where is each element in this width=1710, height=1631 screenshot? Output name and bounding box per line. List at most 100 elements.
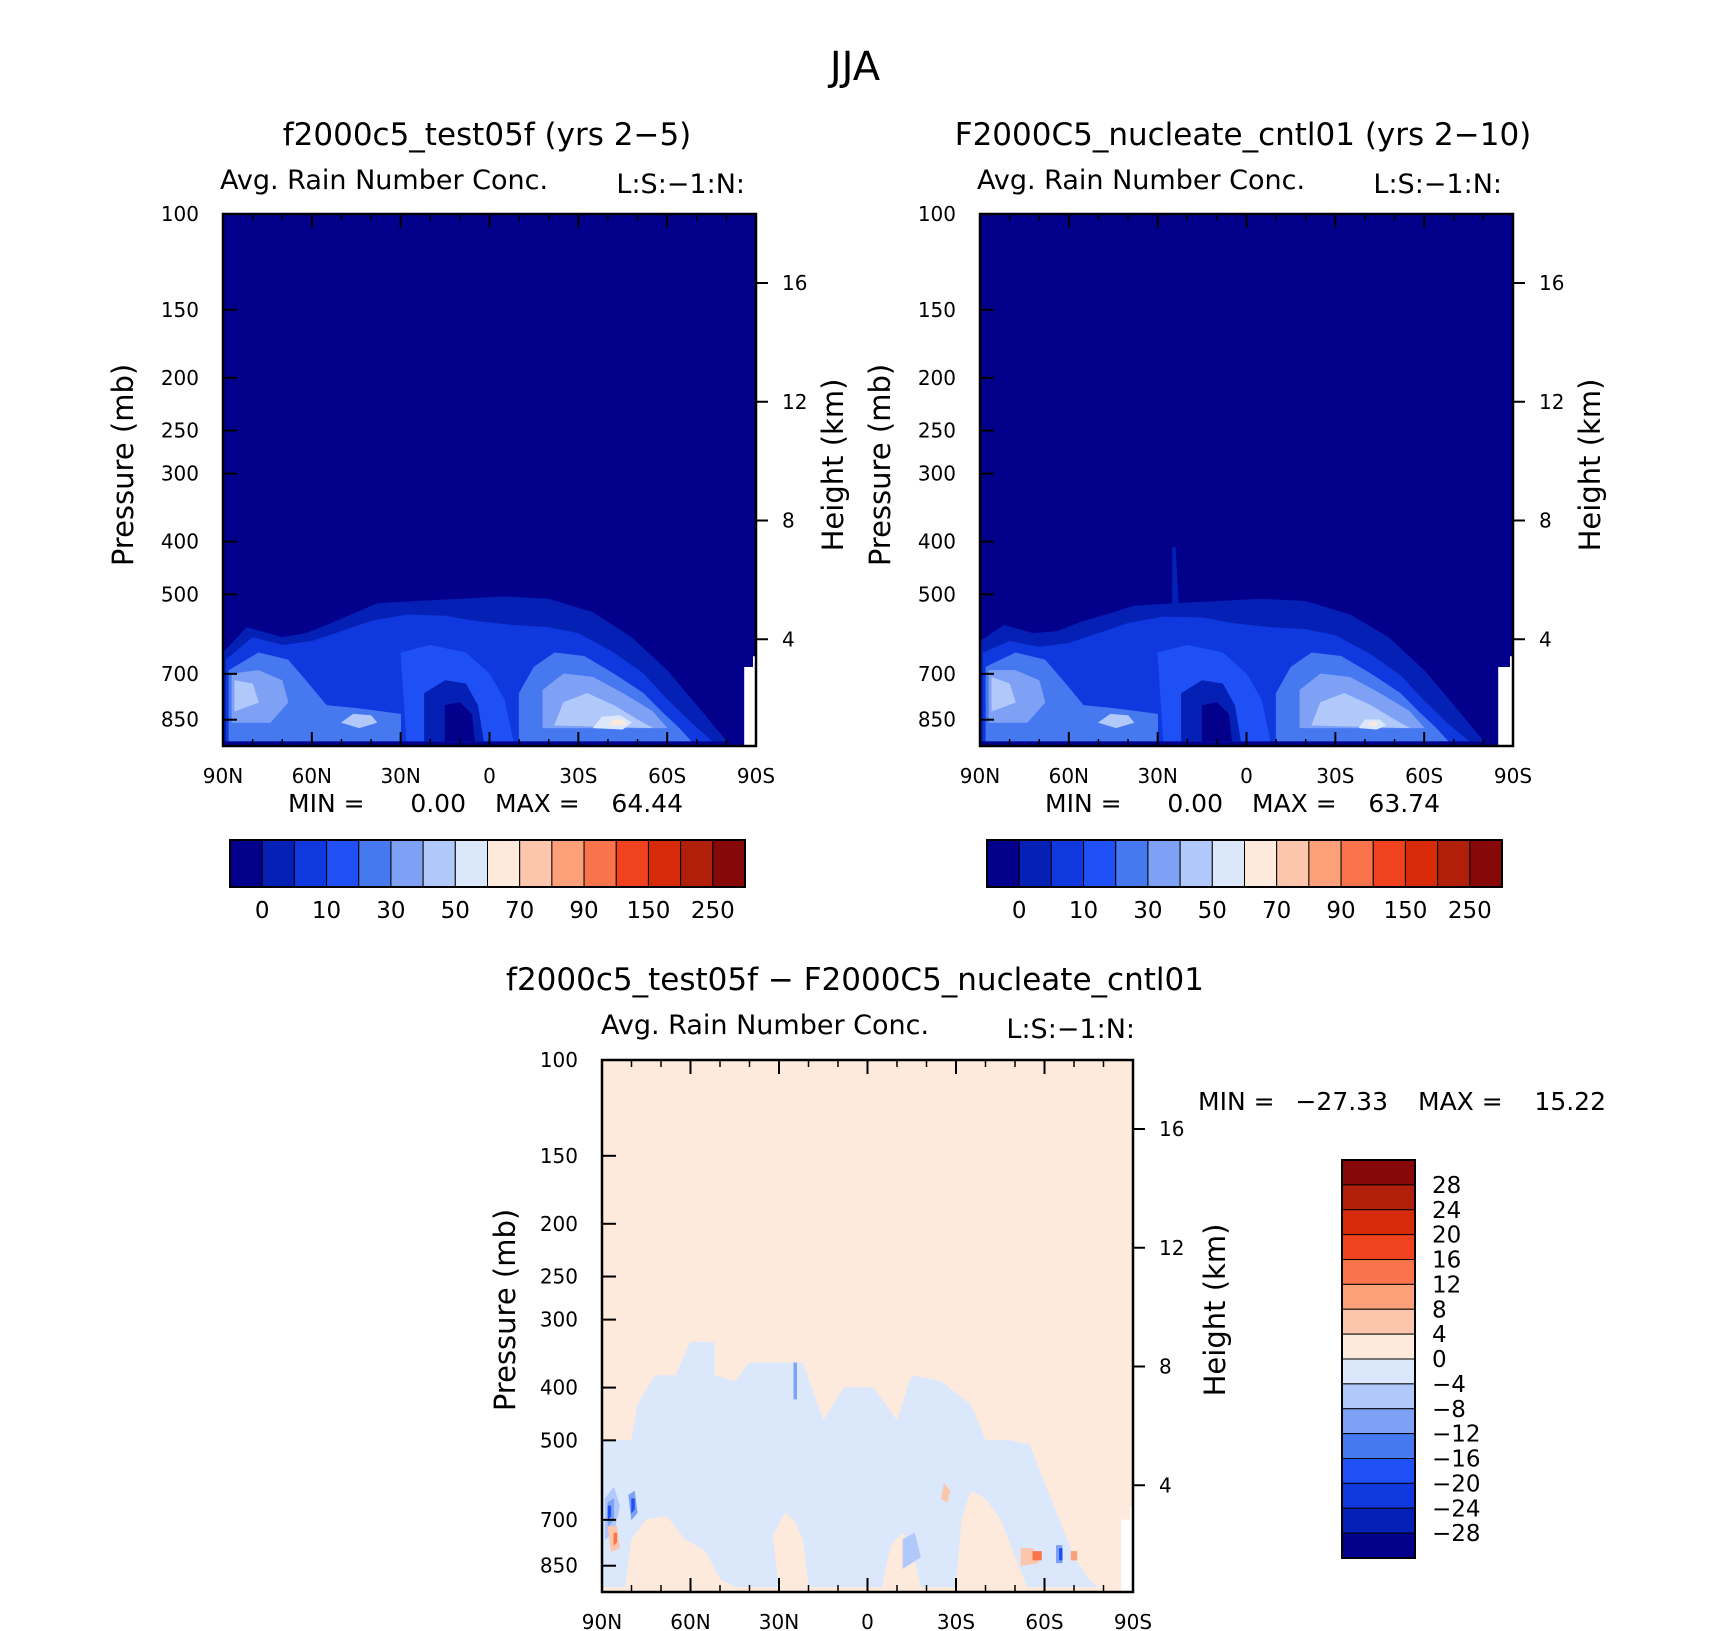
panel-nucleate-cntl01: F2000C5_nucleate_cntl01 (yrs 2−10) Avg. …	[863, 117, 1607, 924]
x-tick-label: 60S	[1405, 764, 1443, 788]
y-tick-label: 700	[540, 1508, 578, 1532]
plot-area: 100 150 200 250 300 400 500 700 850 16 12 8 4 90N 60N 3…	[918, 202, 1565, 788]
colorbar-label: 150	[1383, 898, 1427, 924]
x-tick-label: 60S	[648, 764, 686, 788]
contour-region	[1311, 693, 1410, 729]
colorbar-label: 8	[1432, 1297, 1447, 1323]
plot-area: 100 150 200 250 300 400 500 700 850 16 12 8 4 90N 60N 3…	[161, 202, 808, 788]
colorbar-label: 250	[691, 898, 735, 924]
y-tick-label: 150	[161, 298, 199, 322]
colorbar-swatch	[1341, 1458, 1416, 1484]
missing-data-region	[744, 656, 756, 746]
colorbar-swatch	[1341, 1259, 1416, 1285]
units-label: L:S:−1:N:	[616, 169, 745, 200]
y-tick-label: 850	[918, 708, 956, 732]
colorbar-swatch	[1341, 1184, 1416, 1211]
y-tick-label: 300	[918, 462, 956, 486]
colorbar-label: 90	[569, 898, 598, 924]
colorbar-label: 50	[441, 898, 470, 924]
panel-subtitle: Avg. Rain Number Conc.	[977, 165, 1305, 196]
contour-region	[1070, 1551, 1078, 1561]
colorbar-swatch	[1083, 839, 1117, 888]
colorbar-label: 24	[1432, 1198, 1461, 1224]
colorbar-swatch	[1341, 1408, 1416, 1435]
colorbar-label: 0	[1012, 898, 1027, 924]
x-tick-label: 60N	[292, 764, 332, 788]
contour-region	[1367, 721, 1378, 726]
stats-line: MIN = 0.00 MAX = 64.44	[288, 789, 683, 818]
colorbar-label: −4	[1432, 1372, 1466, 1398]
y-tick-label: 850	[540, 1554, 578, 1578]
contour-region	[341, 713, 378, 729]
contour-region	[1032, 1551, 1042, 1561]
colorbar-label: −20	[1432, 1471, 1481, 1497]
y-tick-label: 300	[161, 462, 199, 486]
figure-title: JJA	[827, 44, 881, 90]
colorbar-label: 50	[1198, 898, 1227, 924]
colorbar-label: −16	[1432, 1447, 1481, 1473]
panel-title: f2000c5_test05f − F2000C5_nucleate_cntl0…	[506, 962, 1204, 998]
x-tick-label: 90S	[737, 764, 775, 788]
colorbar-swatch	[1018, 839, 1052, 888]
y-tick-label: 400	[918, 530, 956, 554]
y-tick-label: 500	[540, 1428, 578, 1452]
colorbar-swatch	[1341, 1383, 1416, 1410]
max-value: 15.22	[1534, 1087, 1606, 1116]
colorbar-swatch	[454, 839, 488, 888]
colorbar-swatch	[1179, 839, 1213, 888]
y-right-tick-label: 12	[1159, 1236, 1184, 1260]
y-right-tick-label: 16	[1539, 271, 1564, 295]
y-axis-right-label: Height (km)	[1198, 1224, 1232, 1397]
y-right-tick-label: 16	[782, 271, 807, 295]
max-label: MAX =	[1252, 789, 1337, 818]
colorbar-swatch	[1211, 839, 1245, 888]
contour-region	[234, 680, 259, 712]
contour-region	[1172, 547, 1179, 604]
colorbar-label: 90	[1326, 898, 1355, 924]
x-tick-label: 0	[1240, 764, 1253, 788]
colorbar-label: 20	[1432, 1223, 1461, 1249]
x-tick-label: 90N	[582, 1610, 622, 1631]
max-label: MAX =	[495, 789, 580, 818]
x-tick-label: 90N	[203, 764, 243, 788]
y-tick-label: 200	[161, 366, 199, 390]
colorbar-swatch	[1341, 1308, 1416, 1335]
y-right-tick-label: 4	[782, 627, 795, 651]
max-label: MAX =	[1418, 1087, 1503, 1116]
y-tick-label: 700	[918, 662, 956, 686]
colorbar-label: 70	[1262, 898, 1291, 924]
min-value: 0.00	[1167, 789, 1223, 818]
x-tick-label: 30S	[559, 764, 597, 788]
colorbar-swatch	[986, 839, 1020, 888]
y-right-tick-label: 8	[1159, 1355, 1172, 1379]
contour-region	[607, 1505, 612, 1521]
max-value: 64.44	[611, 789, 683, 818]
contour-region	[554, 693, 653, 729]
min-label: MIN =	[1045, 789, 1122, 818]
y-right-tick-label: 12	[782, 390, 807, 414]
y-tick-label: 150	[540, 1144, 578, 1168]
y-tick-label: 500	[161, 582, 199, 606]
x-tick-label: 60S	[1025, 1610, 1063, 1631]
colorbar-label: 150	[626, 898, 670, 924]
colorbar-label: 30	[376, 898, 405, 924]
colorbar-swatch	[1437, 839, 1471, 888]
colorbar-swatch	[1308, 839, 1342, 888]
y-axis-label: Pressure (mb)	[106, 364, 140, 566]
y-right-tick-label: 12	[1539, 390, 1564, 414]
contour-region	[607, 719, 626, 726]
colorbar-swatch	[326, 839, 360, 888]
colorbar-label: 28	[1432, 1173, 1461, 1199]
colorbar-swatch	[519, 839, 553, 888]
missing-data-region	[1121, 1505, 1133, 1592]
colorbar-label: −12	[1432, 1422, 1481, 1448]
panel-title: F2000C5_nucleate_cntl01 (yrs 2−10)	[955, 117, 1532, 153]
colorbar-swatch	[1372, 839, 1406, 888]
colorbar-swatch	[1115, 839, 1149, 888]
panel-difference: f2000c5_test05f − F2000C5_nucleate_cntl0…	[488, 962, 1606, 1631]
y-axis-label: Pressure (mb)	[488, 1209, 522, 1411]
min-label: MIN =	[1198, 1087, 1275, 1116]
x-tick-label: 90N	[960, 764, 1000, 788]
